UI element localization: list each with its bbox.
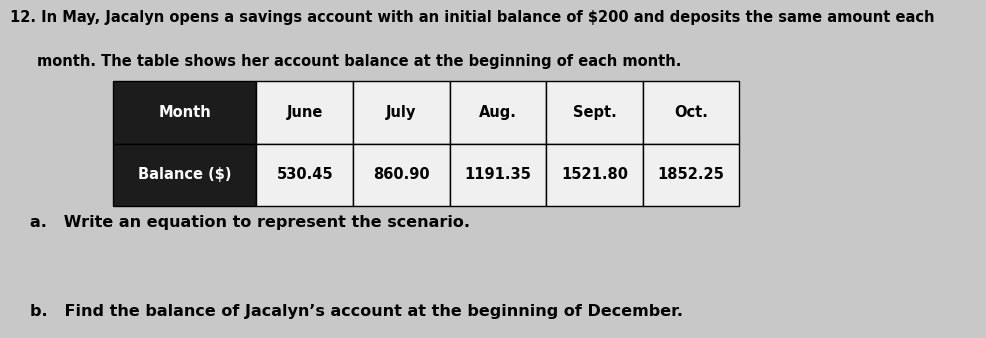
Text: 1191.35: 1191.35 [464,167,531,183]
Bar [450,81,546,144]
Text: July: July [387,105,416,120]
Text: June: June [287,105,322,120]
Text: month. The table shows her account balance at the beginning of each month.: month. The table shows her account balan… [37,54,682,69]
Text: b.   Find the balance of Jacalyn’s account at the beginning of December.: b. Find the balance of Jacalyn’s account… [30,304,682,319]
Text: Aug.: Aug. [479,105,517,120]
Bar [353,144,450,206]
Bar [546,81,643,144]
Text: Month: Month [159,105,211,120]
Text: Sept.: Sept. [573,105,616,120]
Bar [353,81,450,144]
Bar [256,81,353,144]
Bar [546,144,643,206]
Bar [256,144,353,206]
Text: 860.90: 860.90 [373,167,430,183]
Bar [113,81,256,144]
Text: 530.45: 530.45 [276,167,333,183]
Bar [643,144,740,206]
Bar [643,81,740,144]
Text: Balance ($): Balance ($) [138,167,232,183]
Text: Oct.: Oct. [674,105,708,120]
Text: a.   Write an equation to represent the scenario.: a. Write an equation to represent the sc… [30,215,469,230]
Text: 12. In May, Jacalyn opens a savings account with an initial balance of $200 and : 12. In May, Jacalyn opens a savings acco… [10,10,935,25]
Text: 1521.80: 1521.80 [561,167,628,183]
Bar [450,144,546,206]
Text: 1852.25: 1852.25 [658,167,725,183]
Bar [113,144,256,206]
